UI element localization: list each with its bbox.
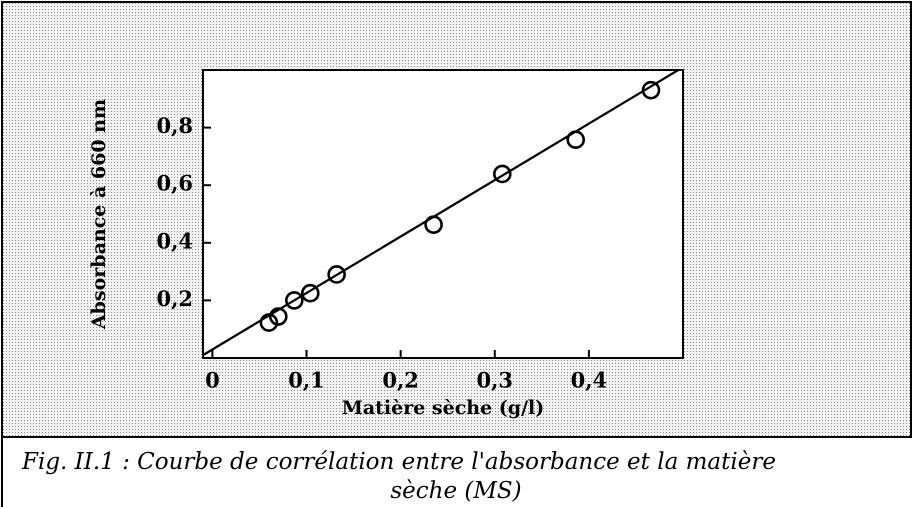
data-point	[327, 265, 346, 284]
data-point	[641, 80, 661, 100]
x-tick-label: 0,3	[476, 368, 513, 393]
fit-line	[202, 69, 679, 357]
data-point	[284, 291, 304, 310]
x-tick-label: 0,4	[571, 368, 608, 393]
data-point	[424, 215, 443, 234]
data-point	[259, 313, 279, 332]
x-axis-label: Matière sèche (g/l)	[342, 397, 544, 419]
caption-line: Fig. II.1 : Courbe de corrélation entre …	[21, 449, 776, 475]
x-tick-label: 0,2	[382, 368, 419, 393]
y-tick-label: 0,4	[156, 228, 193, 253]
data-point	[566, 130, 586, 149]
x-tick-label: 0,1	[288, 368, 325, 393]
y-tick-label: 0,6	[156, 171, 193, 196]
data-point	[300, 283, 320, 303]
data-point	[268, 307, 288, 326]
y-tick-label: 0,8	[156, 113, 193, 138]
x-tick-label: 0	[205, 368, 220, 393]
y-axis-label: Absorbance à 660 nm	[88, 99, 110, 330]
y-tick-label: 0,2	[156, 286, 193, 311]
data-point	[492, 164, 512, 184]
plot-area	[202, 69, 684, 359]
caption-line: sèche (MS)	[390, 478, 521, 504]
